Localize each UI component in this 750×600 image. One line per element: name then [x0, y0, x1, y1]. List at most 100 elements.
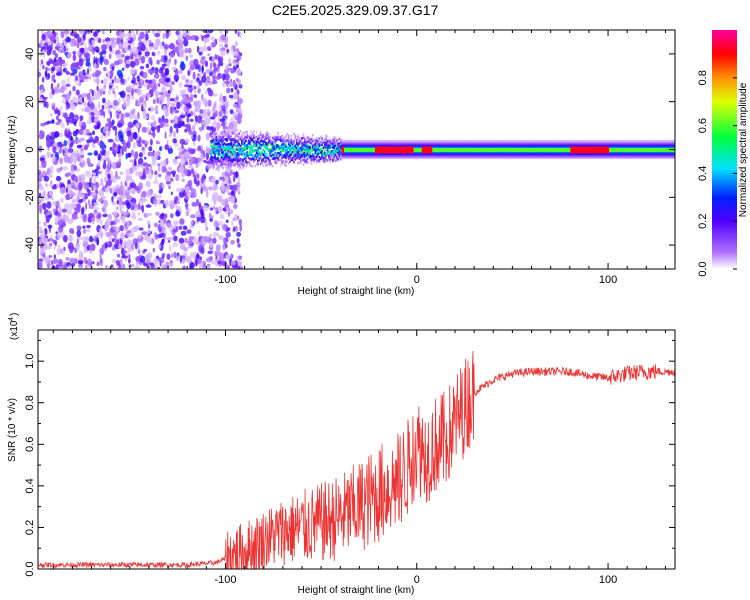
spectrogram-cell: [242, 151, 245, 154]
spectrogram-cell: [241, 133, 243, 137]
spectrogram-speckle: [173, 74, 180, 82]
spectrogram-speckle: [187, 113, 191, 118]
spectrogram-speckle: [70, 72, 75, 76]
spectrogram-speckle: [103, 58, 109, 66]
spectrogram-speckle: [60, 122, 65, 129]
spectrogram-speckle: [99, 218, 103, 225]
spectrogram-speckle: [124, 226, 128, 231]
spectrogram-speckle: [198, 235, 204, 240]
spectrogram-cell: [309, 151, 312, 155]
spectrogram-speckle: [106, 179, 112, 186]
spectrogram-speckle: [79, 150, 85, 156]
spectrogram-speckle: [99, 257, 103, 264]
spectrogram-speckle: [136, 75, 140, 82]
spectrogram-speckle: [116, 113, 120, 120]
spectrogram-speckle: [44, 256, 51, 265]
spectrogram-speckle: [212, 39, 216, 48]
spectrogram-speckle: [229, 169, 232, 177]
spectrogram-speckle: [233, 226, 236, 232]
spectrogram-speckle: [209, 126, 212, 132]
spectrogram-speckle: [173, 130, 176, 138]
spectrogram-speckle: [111, 187, 115, 193]
spectrogram-speckle: [56, 247, 61, 256]
spectrogram-speckle: [51, 196, 54, 201]
spectrogram-speckle: [220, 49, 226, 57]
spectrogram-speckle: [126, 219, 130, 228]
spectrogram-speckle: [145, 180, 151, 188]
spectrogram-speckle: [189, 262, 196, 269]
spectrogram-speckle: [115, 145, 119, 153]
spectrogram-speckle: [65, 105, 68, 111]
spectrogram-speckle: [208, 186, 213, 191]
spectrogram-speckle: [176, 127, 179, 134]
spectrogram-speckle: [235, 170, 238, 179]
spectrogram-speckle: [130, 96, 135, 100]
spectrogram-cell: [269, 135, 271, 138]
spectrogram-speckle: [147, 121, 152, 126]
spectrogram-speckle: [150, 60, 153, 66]
spectrogram-speckle: [168, 185, 171, 190]
spectrogram-speckle: [51, 103, 55, 107]
spectrogram-speckle: [94, 110, 101, 117]
spectrogram-cell: [263, 150, 266, 153]
spectrogram-speckle: [134, 185, 140, 191]
spectrogram-speckle: [94, 135, 100, 144]
spectrogram-speckle: [56, 232, 61, 240]
spectrogram-speckle: [193, 110, 196, 118]
spectrogram-speckle: [55, 175, 62, 182]
spectrogram-speckle: [63, 140, 68, 147]
spectrogram-speckle: [151, 87, 154, 94]
spectrogram-speckle: [182, 265, 186, 269]
spectrogram-speckle: [182, 225, 188, 230]
spectrogram-speckle: [46, 120, 52, 124]
spectrogram-speckle: [189, 118, 194, 122]
spectrogram-speckle: [104, 176, 107, 183]
spectrogram-speckle: [79, 115, 84, 121]
spectrogram-speckle: [214, 192, 218, 197]
spectrogram-speckle: [237, 175, 241, 183]
spectrogram-speckle: [49, 165, 54, 174]
spectrogram-speckle: [77, 174, 83, 183]
spectrogram-speckle: [204, 37, 208, 42]
spectrogram-cell: [228, 154, 231, 157]
spectrogram-cell: [271, 140, 274, 144]
spectrogram-speckle: [63, 246, 66, 252]
spectrogram-speckle: [193, 89, 197, 94]
spectrogram-speckle: [219, 176, 224, 180]
spectrogram-speckle: [180, 89, 187, 95]
spectrogram-speckle: [70, 31, 76, 37]
spectrogram-speckle: [98, 141, 102, 146]
spectrogram-speckle: [90, 182, 94, 186]
spectrogram-speckle: [204, 81, 208, 87]
spectrogram-cell: [216, 128, 219, 132]
spectrogram-speckle: [143, 106, 147, 111]
spectrogram-speckle: [226, 231, 231, 236]
spectrogram-speckle: [157, 163, 161, 167]
spectrogram-speckle: [104, 187, 110, 192]
spectrogram-speckle: [190, 220, 194, 226]
spectrogram-speckle: [136, 88, 142, 96]
spectrogram-speckle: [92, 31, 98, 37]
spectrogram-speckle: [120, 113, 124, 121]
spectrogram-speckle: [141, 231, 148, 236]
spectrogram-speckle: [45, 215, 50, 224]
spectrogram-speckle: [126, 88, 131, 93]
spectrogram-speckle: [110, 87, 115, 92]
spectrogram-speckle: [84, 144, 88, 151]
spectrogram-speckle: [63, 68, 66, 72]
spectrogram-speckle: [237, 103, 241, 109]
spectrogram-speckle: [212, 205, 216, 210]
spectrogram-speckle: [127, 152, 132, 158]
spectrogram-speckle: [38, 169, 41, 174]
spectrogram-speckle: [230, 88, 234, 93]
spectrogram-cell: [232, 147, 235, 151]
spectrogram-speckle: [118, 201, 123, 206]
spectrogram-cell: [220, 131, 223, 134]
spectrogram-speckle: [78, 71, 83, 78]
spectrogram-speckle: [98, 198, 103, 203]
spectrogram-speckle: [188, 54, 194, 59]
spectrogram-speckle: [170, 213, 174, 219]
spectrogram-speckle: [173, 224, 176, 230]
spectrogram-speckle: [49, 190, 53, 196]
spectrogram-speckle: [58, 132, 64, 138]
